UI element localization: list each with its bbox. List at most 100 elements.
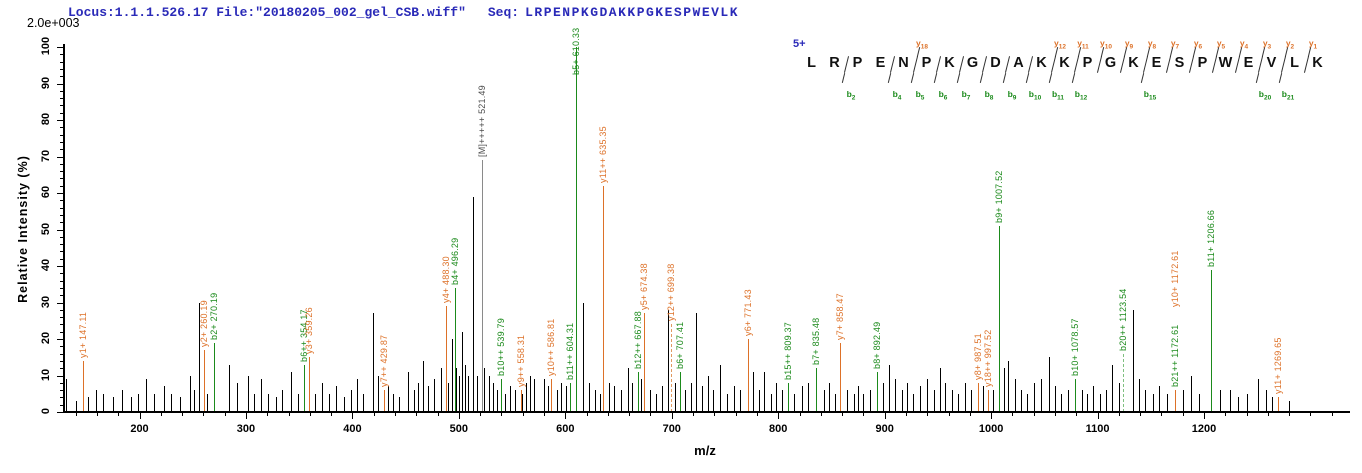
peak-label: y12++ 699.38 xyxy=(666,263,677,322)
b-ion-label: b2 xyxy=(846,89,856,102)
x-tick-label: 600 xyxy=(556,423,575,435)
fragment-separator xyxy=(981,56,988,73)
noise-peak xyxy=(752,371,754,412)
fragment-separator-lower xyxy=(1140,73,1145,83)
y-ion-label: y11 xyxy=(1077,38,1089,51)
y-tick-label: 40 xyxy=(40,258,52,272)
noise-peak xyxy=(122,390,124,412)
x-tick-label: 1000 xyxy=(978,423,1004,435)
noise-peak xyxy=(455,368,457,412)
noise-peak xyxy=(1048,357,1050,412)
noise-peak xyxy=(1258,379,1260,412)
y-ion-label: y3 xyxy=(1262,38,1272,51)
peak-label: b10+ 1078.57 xyxy=(1069,318,1080,377)
noise-peak xyxy=(808,382,810,412)
residue-letter: L xyxy=(1290,55,1299,71)
residue-letter: K xyxy=(944,55,955,71)
noise-peak xyxy=(628,368,630,412)
noise-peak xyxy=(488,375,490,412)
x-tick-label: 500 xyxy=(449,423,469,435)
ion-number-subscript: 10 xyxy=(1104,43,1112,51)
residue-letter: W xyxy=(1218,55,1233,71)
noise-peak xyxy=(1238,397,1240,412)
annotated-peak-line xyxy=(1174,390,1176,412)
annotated-peak-line xyxy=(815,368,817,412)
residue-letter: K xyxy=(1059,55,1070,71)
noise-peak xyxy=(1093,386,1095,412)
noise-peak xyxy=(492,382,494,412)
fragment-separator xyxy=(1004,56,1011,73)
peak-label: y11++ 635.35 xyxy=(597,125,608,183)
noise-peak xyxy=(823,390,825,412)
fragment-separator xyxy=(1119,56,1126,73)
noise-peak xyxy=(88,397,90,412)
ion-number-subscript: 8 xyxy=(989,94,994,102)
peak-label: y9++ 558.31 xyxy=(515,334,526,388)
x-tick-label: 700 xyxy=(662,423,681,435)
y-tick-label: 60 xyxy=(40,185,52,199)
fragment-separator-lower xyxy=(1002,73,1007,83)
noise-peak xyxy=(237,382,239,412)
x-tick xyxy=(458,412,460,419)
noise-peak xyxy=(690,382,692,412)
noise-peak xyxy=(509,386,511,412)
noise-peak xyxy=(684,390,686,412)
peak-label: b8+ 892.49 xyxy=(871,321,882,369)
peak-label: b2+ 270.19 xyxy=(209,292,220,340)
noise-peak xyxy=(336,386,338,412)
peak-label: y3+ 359.26 xyxy=(304,307,315,355)
noise-peak xyxy=(655,393,657,412)
fragment-separator-upper xyxy=(1077,47,1082,57)
noise-peak xyxy=(1033,382,1035,412)
noise-peak xyxy=(782,390,784,412)
noise-peak xyxy=(1132,309,1134,412)
noise-peak xyxy=(1246,393,1248,412)
annotated-peak-line xyxy=(576,47,578,412)
noise-peak xyxy=(407,371,409,412)
annotated-peak-line xyxy=(671,324,673,412)
peak-label: [M]+++++ 521.49 xyxy=(476,85,487,158)
annotated-peak-line xyxy=(999,225,1001,412)
fragment-separator-upper xyxy=(1123,47,1128,57)
residue-letter: A xyxy=(1013,55,1024,71)
b-ion-label: b21 xyxy=(1281,89,1295,102)
noise-peak xyxy=(254,393,256,412)
peak-label: y11+ 1269.65 xyxy=(1273,337,1284,395)
b-ion-label: b10 xyxy=(1028,89,1042,102)
noise-peak xyxy=(163,386,165,412)
noise-peak xyxy=(982,386,984,412)
noise-peak xyxy=(650,390,652,412)
residue-letter: G xyxy=(1104,55,1117,71)
y-ion-label: y7 xyxy=(1170,38,1180,51)
fragment-separator-lower xyxy=(887,73,892,83)
fragment-separator xyxy=(1073,56,1080,73)
noise-peak xyxy=(583,302,585,412)
fragment-separator-upper xyxy=(1307,47,1312,57)
residue-letter: E xyxy=(1243,55,1254,71)
fragment-separator xyxy=(1234,56,1241,73)
noise-peak xyxy=(465,364,467,412)
annotated-peak-line xyxy=(644,313,646,412)
fragment-separator xyxy=(912,56,919,73)
noise-peak xyxy=(521,393,523,412)
noise-peak xyxy=(1229,390,1231,412)
b-ion-label: b20 xyxy=(1258,89,1272,102)
x-tick xyxy=(991,412,993,419)
seq-label: Seq: xyxy=(487,5,520,20)
ion-number-subscript: 12 xyxy=(1079,94,1088,102)
residue-letter: P xyxy=(1082,55,1093,71)
x-tick xyxy=(139,412,141,419)
noise-peak xyxy=(829,382,831,412)
y-ion-label: y9 xyxy=(1124,38,1134,51)
precursor-charge-label: 5+ xyxy=(793,38,806,50)
noise-peak xyxy=(199,302,201,412)
fragment-separator-lower xyxy=(1278,73,1283,83)
noise-peak xyxy=(154,393,156,412)
noise-peak xyxy=(476,375,478,412)
fragment-separator-upper xyxy=(1192,47,1197,57)
residue-letter: P xyxy=(921,55,932,71)
fragment-separator xyxy=(1188,56,1195,73)
header-line: Locus:1.1.1.526.17 File:"20180205_002_ge… xyxy=(68,5,739,20)
noise-peak xyxy=(1020,390,1022,412)
noise-peak xyxy=(544,379,546,412)
